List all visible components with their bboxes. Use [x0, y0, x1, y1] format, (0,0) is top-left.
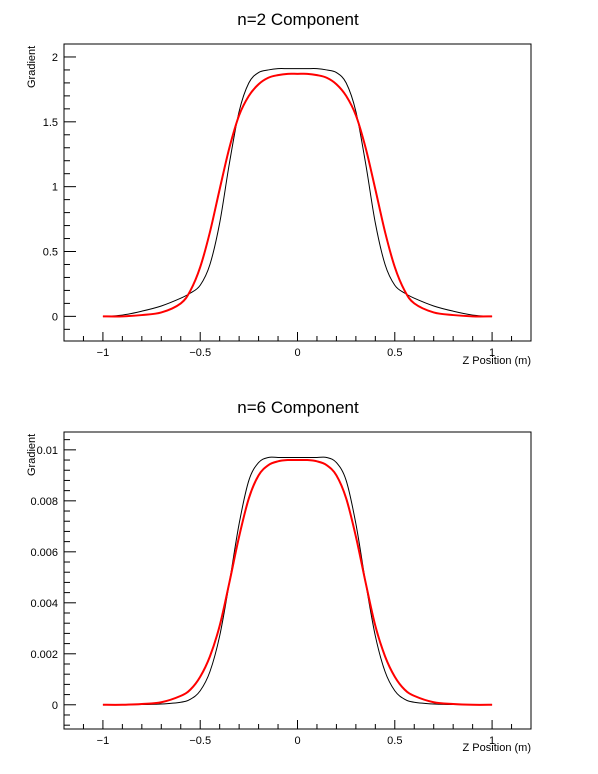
- y-tick-label: 2: [52, 52, 58, 64]
- x-tick-label: 1: [489, 347, 495, 359]
- series-layer: [102, 68, 493, 318]
- y-tick-label: 0.5: [43, 247, 58, 259]
- y-tick-label: 0: [52, 311, 58, 323]
- x-axis-title: Z Position (m): [463, 742, 531, 754]
- chart-n6: n=6 Component Gradient Z Position (m) −1…: [26, 398, 532, 754]
- chart-title: n=2 Component: [237, 10, 359, 29]
- ticks: −1 −0.5 0 0.5 1 0 0.002 0.004 0.006 0.008 0.01: [30, 439, 532, 747]
- y-tick-label: 1: [52, 182, 58, 194]
- series-line-black: [102, 68, 493, 317]
- x-tick-label: 0.5: [387, 347, 402, 359]
- series-line-red: [102, 458, 493, 706]
- series-line-red: [102, 72, 493, 318]
- y-tick-label: 0.002: [30, 649, 58, 661]
- y-tick-label: 0.004: [30, 598, 58, 610]
- y-tick-label: 0.01: [37, 445, 58, 457]
- y-tick-label: 1.5: [43, 117, 58, 129]
- x-tick-label: 0.5: [387, 735, 402, 747]
- x-tick-label: −0.5: [189, 347, 211, 359]
- x-tick-label: 1: [489, 735, 495, 747]
- y-axis-title: Gradient: [26, 46, 38, 88]
- chart-n2: n=2 Component Gradient Z Position (m) −1…: [26, 10, 532, 367]
- x-tick-label: −0.5: [189, 735, 211, 747]
- series-line-black: [102, 456, 493, 706]
- plot-frame: [63, 43, 532, 342]
- y-tick-label: 0: [52, 700, 58, 712]
- series-layer: [102, 456, 493, 706]
- x-tick-label: 0: [294, 735, 300, 747]
- ticks: −1 −0.5 0 0.5 1 0 0.5 1 1.5 2: [43, 43, 532, 359]
- x-axis-title: Z Position (m): [463, 355, 531, 367]
- chart-title: n=6 Component: [237, 398, 359, 417]
- y-tick-label: 0.008: [30, 496, 58, 508]
- x-tick-label: 0: [294, 347, 300, 359]
- y-tick-label: 0.006: [30, 547, 58, 559]
- x-tick-label: −1: [97, 735, 110, 747]
- x-tick-label: −1: [97, 347, 110, 359]
- y-axis-title: Gradient: [26, 434, 38, 476]
- plot-frame: [63, 431, 532, 730]
